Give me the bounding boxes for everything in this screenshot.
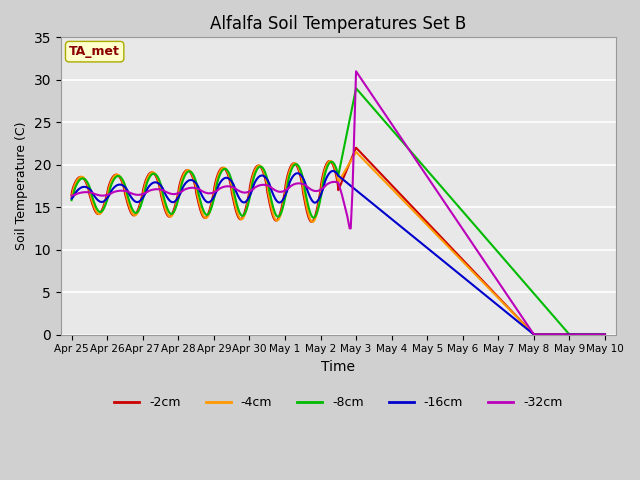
Y-axis label: Soil Temperature (C): Soil Temperature (C) <box>15 121 28 250</box>
Text: TA_met: TA_met <box>69 45 120 58</box>
Title: Alfalfa Soil Temperatures Set B: Alfalfa Soil Temperatures Set B <box>210 15 467 33</box>
Legend: -2cm, -4cm, -8cm, -16cm, -32cm: -2cm, -4cm, -8cm, -16cm, -32cm <box>109 391 568 414</box>
X-axis label: Time: Time <box>321 360 355 374</box>
